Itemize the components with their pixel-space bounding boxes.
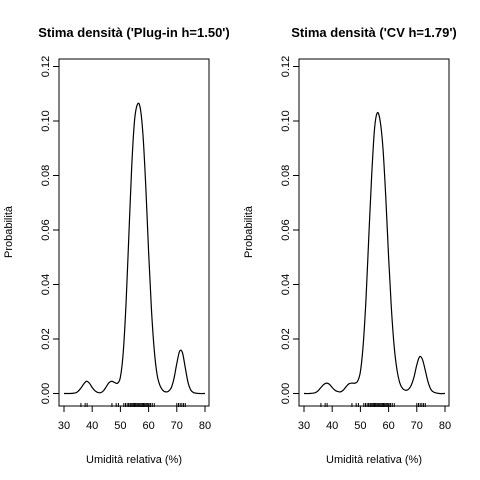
panel-cv-density-curve bbox=[303, 111, 446, 395]
panel-plugin-y-tick-label: 0.06 bbox=[40, 219, 52, 240]
panel-cv-y-tick-label: 0.02 bbox=[280, 328, 292, 349]
panel-cv-y-tick-label: 0.10 bbox=[280, 110, 292, 131]
panel-plugin-y-tick-label: 0.04 bbox=[40, 274, 52, 295]
panel-plugin-title: Stima densità ('Plug-in h=1.50') bbox=[38, 25, 229, 40]
panel-plugin-y-tick-label: 0.00 bbox=[40, 383, 52, 404]
panel-plugin-density-curve bbox=[63, 102, 206, 395]
panel-plugin-x-tick-label: 60 bbox=[142, 420, 154, 432]
panel-cv-y-tick-label: 0.00 bbox=[280, 383, 292, 404]
panel-plugin-y-tick-label: 0.02 bbox=[40, 328, 52, 349]
panel-cv-y-axis: 0.00 0.02 0.04 0.06 0.08 0.10 0.12 bbox=[280, 56, 299, 404]
panel-plugin-plot-frame bbox=[58, 58, 210, 407]
panel-cv-x-tick-label: 80 bbox=[439, 420, 451, 432]
panel-cv-x-axis: 30 40 50 60 70 80 bbox=[298, 406, 451, 432]
panel-cv-y-tick-label: 0.04 bbox=[280, 274, 292, 295]
panel-plugin-y-tick-label: 0.10 bbox=[40, 110, 52, 131]
panel-plugin-x-axis-label: Umidità relativa (%) bbox=[86, 454, 182, 466]
panel-plugin-x-tick-label: 50 bbox=[114, 420, 126, 432]
panel-cv-x-tick-label: 30 bbox=[298, 420, 310, 432]
panel-cv-y-tick-label: 0.06 bbox=[280, 219, 292, 240]
panel-cv-title: Stima densità ('CV h=1.79') bbox=[291, 25, 456, 40]
panel-cv-x-tick-label: 60 bbox=[382, 420, 394, 432]
panel-cv-y-tick-label: 0.08 bbox=[280, 165, 292, 186]
panel-cv-plot-frame bbox=[298, 58, 450, 407]
panel-plugin-rug bbox=[80, 403, 186, 407]
panel-plugin-y-tick-label: 0.08 bbox=[40, 165, 52, 186]
panel-cv-x-tick-label: 50 bbox=[354, 420, 366, 432]
panel-cv-y-axis-label: Probabilità bbox=[243, 205, 255, 258]
panel-cv: Stima densità ('CV h=1.79') 30 40 50 60 70 80… bbox=[243, 25, 457, 466]
panel-plugin-x-tick-label: 30 bbox=[58, 420, 70, 432]
panel-cv-rug bbox=[320, 403, 426, 407]
panel-plugin-x-tick-label: 40 bbox=[86, 420, 98, 432]
panel-cv-x-tick-label: 70 bbox=[411, 420, 423, 432]
panel-plugin-x-tick-label: 70 bbox=[171, 420, 183, 432]
panel-cv-x-axis-label: Umidità relativa (%) bbox=[326, 454, 422, 466]
panel-plugin: Stima densità ('Plug-in h=1.50') 30 40 50 6… bbox=[3, 25, 230, 466]
panel-plugin-x-tick-label: 80 bbox=[199, 420, 211, 432]
panel-plugin-y-tick-label: 0.12 bbox=[40, 56, 52, 77]
panel-cv-y-tick-label: 0.12 bbox=[280, 56, 292, 77]
panel-cv-x-tick-label: 40 bbox=[326, 420, 338, 432]
panel-plugin-x-axis: 30 40 50 60 70 80 bbox=[58, 406, 211, 432]
panel-plugin-y-axis: 0.00 0.02 0.04 0.06 0.08 0.10 0.12 bbox=[40, 56, 59, 404]
panel-plugin-y-axis-label: Probabilità bbox=[3, 205, 15, 258]
